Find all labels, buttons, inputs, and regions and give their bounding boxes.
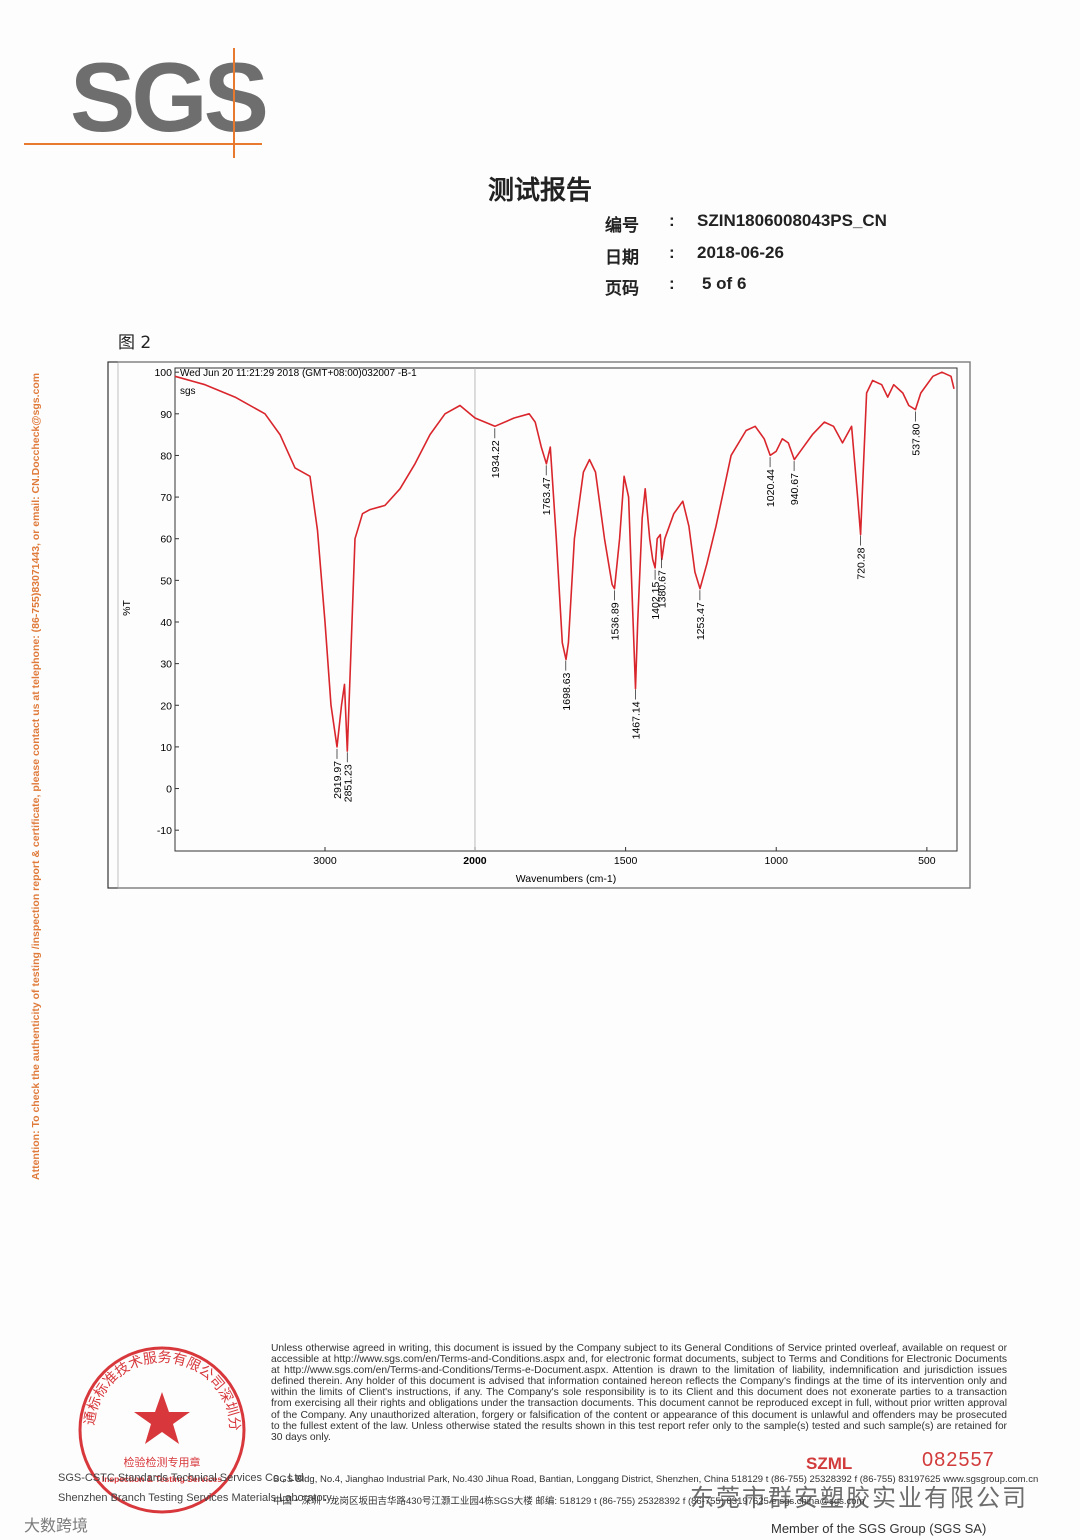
y-tick-label: 30 [160, 659, 172, 671]
logo: SGS [70, 42, 269, 152]
stamp-star [134, 1392, 190, 1444]
peak-label: 1698.63 [561, 672, 573, 710]
chart-title: Wed Jun 20 11:21:29 2018 (GMT+08:00)0320… [180, 368, 417, 379]
field-label: 日期 [605, 248, 639, 268]
field-row: 页码 : 5 of 6 [605, 274, 746, 299]
field-row: 日期 : 2018-06-26 [605, 243, 784, 268]
peak-label: 1536.89 [610, 602, 622, 640]
y-tick-label: 20 [160, 700, 172, 712]
logo-rule [233, 48, 235, 158]
plot-area [174, 367, 958, 852]
x-tick-label: 1500 [614, 855, 638, 867]
side-note: Attention: To check the authenticity of … [30, 372, 42, 1180]
peak-label: 1934.22 [490, 440, 502, 478]
peak-label: 2919.97 [332, 761, 344, 799]
peak-label: 1020.44 [765, 469, 777, 507]
overlay-watermark: 东莞市群安塑胶实业有限公司 [690, 1484, 1028, 1512]
y-tick-label: -10 [157, 825, 172, 837]
peak-label: 1380.67 [657, 570, 669, 608]
figure-label: 图 2 [118, 333, 152, 353]
peak-label: 2851.23 [342, 764, 354, 802]
y-tick-label: 70 [160, 492, 172, 504]
disclaimer: Unless otherwise agreed in writing, this… [271, 1343, 1007, 1443]
stamp: 通标标准技术服务有限公司深圳分公司 检验检测专用章 Inspection & T… [72, 1340, 246, 1514]
peak-label: 1402.15 [650, 582, 662, 620]
chart-subtitle: sgs [180, 386, 196, 397]
serial-number: 082557 [922, 1449, 995, 1471]
peak-label: 1253.47 [695, 602, 707, 640]
x-tick-label: 2000 [463, 855, 487, 867]
field-label: 编号 [605, 216, 639, 236]
chart: Wed Jun 20 11:21:29 2018 (GMT+08:00)0320… [107, 361, 971, 889]
stamp-subtitle: Inspection & Testing Services [102, 1474, 223, 1484]
peak-label: 1763.47 [541, 477, 553, 515]
peak-label: 1467.14 [631, 701, 643, 739]
field-value: 2018-06-26 [697, 243, 784, 262]
y-tick-label: 80 [160, 450, 172, 462]
address-en: SGS Bldg, No.4, Jianghao Industrial Park… [273, 1474, 1039, 1485]
doc-code: SZML [806, 1454, 853, 1473]
peak-label: 940.67 [789, 473, 801, 505]
field-row: 编号 : SZIN1806008043PS_CN [605, 211, 887, 236]
y-tick-label: 90 [160, 409, 172, 421]
field-value: 5 of 6 [702, 274, 747, 293]
y-tick-label: 50 [160, 575, 172, 587]
x-axis-label: Wavenumbers (cm-1) [516, 873, 617, 885]
y-tick-label: 10 [160, 742, 172, 754]
peak-label: 720.28 [856, 547, 868, 579]
peak-label: 537.80 [911, 423, 923, 455]
y-tick-label: 0 [166, 784, 172, 796]
y-axis-label: %T [121, 600, 133, 616]
field-label: 页码 [605, 279, 639, 299]
chart-frame-inner [117, 361, 971, 889]
y-tick-label: 60 [160, 534, 172, 546]
logo-rule [24, 143, 262, 145]
x-tick-label: 3000 [313, 855, 337, 867]
field-colon: : [669, 243, 675, 262]
field-value: SZIN1806008043PS_CN [697, 211, 887, 230]
stamp-ring [78, 1346, 246, 1514]
address-cn: 中国・深圳・龙岗区坂田吉华路430号江灏工业园4栋SGS大楼 邮编: 51812… [273, 1496, 865, 1507]
member-note: Member of the SGS Group (SGS SA) [771, 1521, 987, 1536]
y-tick-label: 40 [160, 617, 172, 629]
field-colon: : [669, 274, 675, 293]
field-colon: : [669, 211, 675, 230]
company-name: SGS-CSTC Standards Technical Services Co… [58, 1472, 307, 1484]
x-tick-label: 500 [918, 855, 936, 867]
branch-name: Shenzhen Branch Testing Services Materia… [58, 1492, 334, 1504]
y-tick-label: 100 [154, 367, 172, 379]
overlay-watermark: 大数跨境 [24, 1516, 89, 1535]
spectrum-line [174, 371, 955, 752]
stamp-title: 检验检测专用章 [124, 1455, 201, 1469]
report-title: 测试报告 [487, 176, 592, 206]
x-tick-label: 1000 [765, 855, 789, 867]
